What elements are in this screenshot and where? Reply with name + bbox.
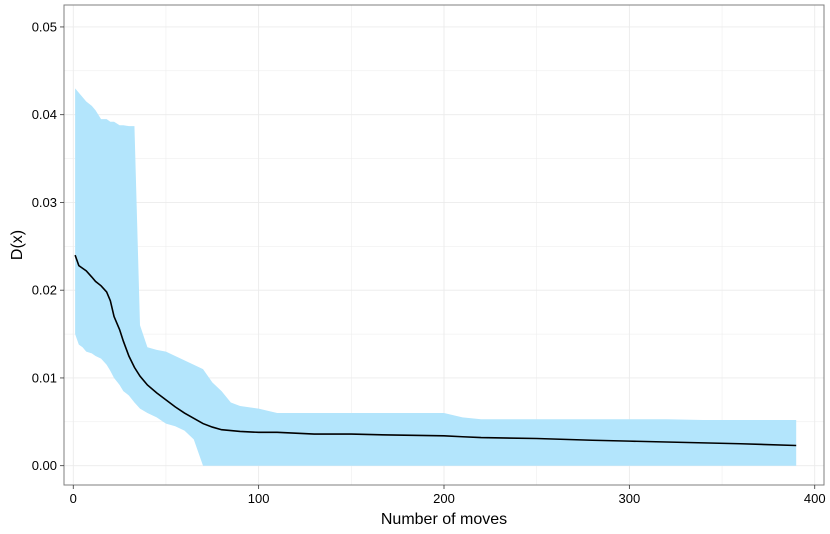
x-tick-label: 400 — [804, 491, 826, 506]
y-tick-label: 0.05 — [32, 19, 57, 34]
x-tick-label: 0 — [70, 491, 77, 506]
y-axis-title: D(x) — [9, 230, 26, 260]
plot-panel — [63, 4, 825, 486]
y-tick-label: 0.04 — [32, 107, 57, 122]
y-axis: 0.00 0.01 0.02 0.03 0.04 0.05 — [32, 19, 64, 473]
mean-line — [74, 254, 797, 447]
grid-major — [64, 5, 824, 485]
x-tick-label: 200 — [433, 491, 455, 506]
y-tick-label: 0.02 — [32, 283, 57, 298]
x-axis: 0 100 200 300 400 — [70, 485, 826, 506]
confidence-ribbon — [75, 88, 797, 466]
x-axis-title: Number of moves — [381, 511, 507, 528]
x-tick-label: 100 — [248, 491, 270, 506]
y-tick-label: 0.01 — [32, 370, 57, 385]
x-tick-label: 300 — [619, 491, 641, 506]
y-tick-label: 0.00 — [32, 458, 57, 473]
y-tick-label: 0.03 — [32, 195, 57, 210]
